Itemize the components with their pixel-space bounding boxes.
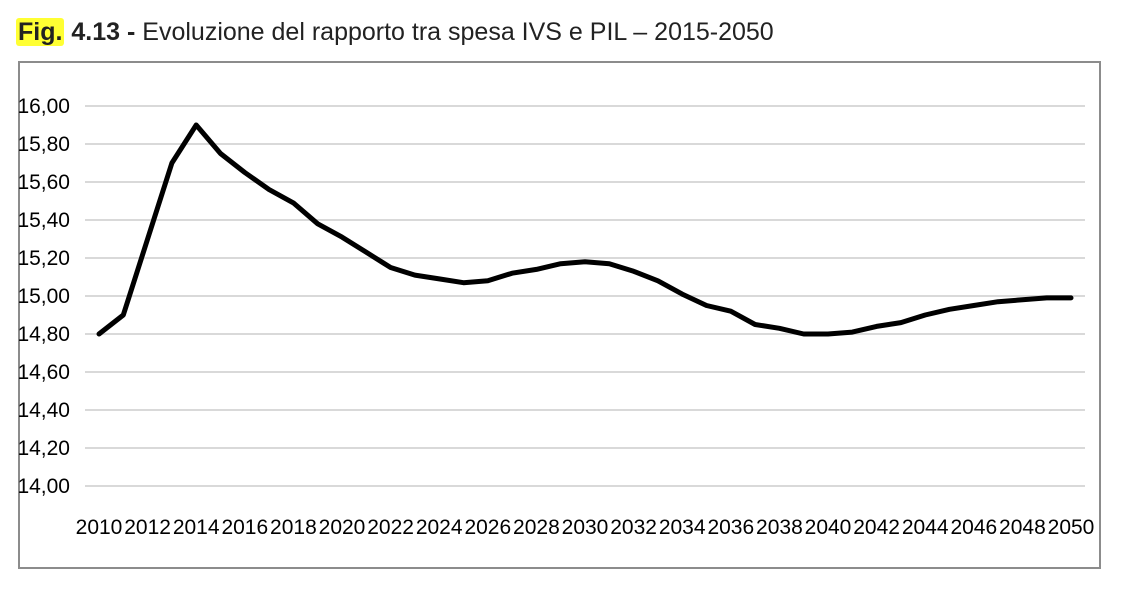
x-tick-label: 2032	[610, 516, 657, 539]
y-tick-label: 15,60	[17, 171, 70, 194]
y-tick-label: 15,40	[17, 209, 70, 232]
y-tick-label: 14,60	[17, 361, 70, 384]
y-tick-label: 15,20	[17, 247, 70, 270]
chart-frame	[18, 61, 1101, 569]
x-tick-label: 2050	[1048, 516, 1095, 539]
x-tick-label: 2030	[562, 516, 609, 539]
x-tick-label: 2026	[464, 516, 511, 539]
y-axis-ticks: 14,00 14,20 14,40 14,60 14,80 15,00 15,20 15,40…	[17, 95, 70, 498]
x-tick-label: 2028	[513, 516, 560, 539]
x-tick-label: 2048	[999, 516, 1046, 539]
series-group	[96, 122, 1074, 337]
x-tick-label: 2046	[950, 516, 997, 539]
y-tick-label: 15,00	[17, 285, 70, 308]
x-tick-label: 2034	[659, 516, 706, 539]
figure-caption: Evoluzione del rapporto tra spesa IVS e …	[142, 18, 774, 46]
x-axis-ticks: 2010 2012 2014 2016 2018 2020 2022 2024 2026 2028…	[76, 516, 1095, 539]
figure-number: 4.13 -	[71, 18, 136, 46]
x-tick-label: 2014	[173, 516, 220, 539]
x-tick-label: 2018	[270, 516, 317, 539]
x-tick-label: 2044	[902, 516, 949, 539]
y-tick-label: 14,40	[17, 399, 70, 422]
gridlines	[85, 105, 1085, 487]
x-tick-label: 2042	[853, 516, 900, 539]
x-tick-label: 2010	[76, 516, 123, 539]
x-tick-label: 2016	[221, 516, 268, 539]
y-tick-label: 14,00	[17, 475, 70, 498]
x-tick-label: 2022	[367, 516, 414, 539]
figure-label: Fig.	[16, 18, 65, 46]
chart-title: Fig. 4.13 - Evoluzione del rapporto tra …	[16, 14, 774, 50]
x-tick-label: 2024	[416, 516, 463, 539]
x-tick-label: 2012	[124, 516, 171, 539]
y-tick-label: 14,80	[17, 323, 70, 346]
x-tick-label: 2038	[756, 516, 803, 539]
y-tick-label: 14,20	[17, 437, 70, 460]
series-line	[96, 122, 1074, 337]
y-tick-label: 15,80	[17, 133, 70, 156]
y-tick-label: 16,00	[17, 95, 70, 118]
x-tick-label: 2020	[319, 516, 366, 539]
x-tick-label: 2036	[707, 516, 754, 539]
x-tick-label: 2040	[805, 516, 852, 539]
